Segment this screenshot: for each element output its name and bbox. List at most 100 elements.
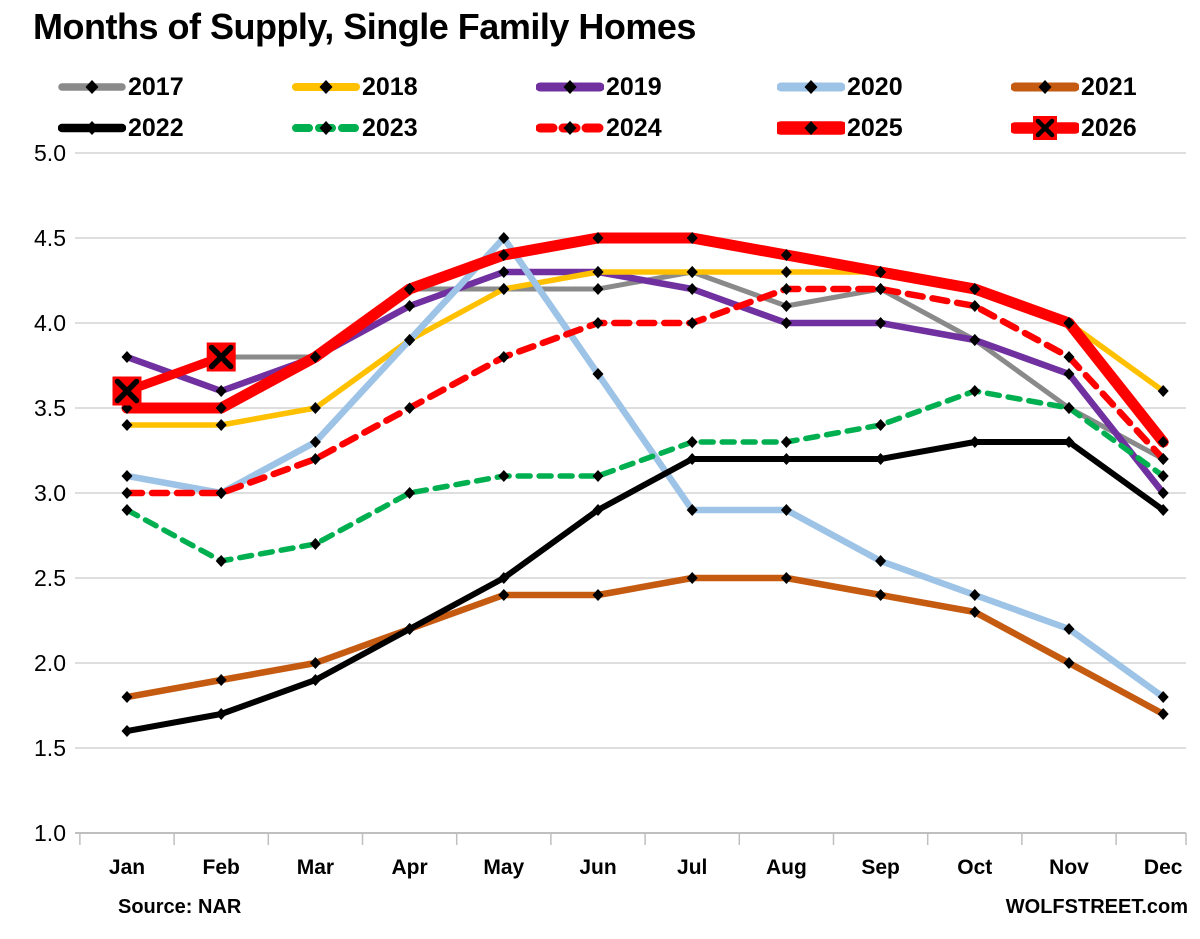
marker-diamond-2025 [780,249,792,261]
legend-item-2023: 2023 [292,113,418,143]
marker-diamond-2023 [1063,402,1075,414]
marker-diamond-2021 [780,572,792,584]
marker-diamond-2021 [592,589,604,601]
x-glyph [114,378,140,404]
x-tick-label-Nov: Nov [1049,856,1089,879]
marker-diamond-2019 [404,300,416,312]
legend-label: 2020 [847,72,903,101]
marker-diamond-2019 [780,317,792,329]
marker-diamond-2019 [1157,487,1169,499]
marker-diamond-2018 [309,402,321,414]
y-tick-label: 4.5 [34,225,66,251]
marker-diamond-2025 [686,232,698,244]
marker-diamond-2018 [215,419,227,431]
legend-marker-diamond [1038,80,1052,94]
marker-diamond-2023 [309,538,321,550]
marker-diamond-2019 [875,317,887,329]
marker-diamond-2022 [875,453,887,465]
marker-diamond-2021 [686,572,698,584]
marker-diamond-2020 [121,470,133,482]
legend-label: 2022 [128,113,184,142]
legend-item-2021: 2021 [1011,72,1137,102]
marker-diamond-2022 [404,623,416,635]
marker-diamond-2025 [404,283,416,295]
marker-diamond-2018 [498,283,510,295]
source-note: Source: NAR [118,896,242,918]
legend-sample-2018 [292,80,360,94]
marker-diamond-2023 [215,555,227,567]
marker-diamond-2021 [309,657,321,669]
legend-label: 2026 [1081,113,1137,142]
marker-diamond-2025 [1157,436,1169,448]
marker-diamond-2021 [875,589,887,601]
y-tick-label: 1.5 [34,735,66,761]
marker-diamond-2021 [498,589,510,601]
marker-diamond-2020 [686,504,698,516]
marker-diamond-2022 [592,504,604,516]
x-tick-label-Feb: Feb [202,856,240,879]
x-tick-label-Jun: Jun [579,856,617,879]
x-tick-label-May: May [483,856,525,879]
legend-item-2018: 2018 [292,72,418,102]
marker-diamond-2022 [1157,504,1169,516]
marker-diamond-2019 [1063,368,1075,380]
marker-diamond-2021 [1063,657,1075,669]
series-line-2025 [121,232,1169,448]
legend-marker-diamond [804,80,818,94]
marker-diamond-2022 [121,725,133,737]
chart-title: Months of Supply, Single Family Homes [33,6,696,47]
y-tick-label: 3.0 [34,480,66,506]
marker-diamond-2024 [309,453,321,465]
x-glyph [208,344,234,370]
marker-diamond-2018 [1157,385,1169,397]
legend-label: 2024 [606,113,662,142]
marker-diamond-2020 [1063,623,1075,635]
legend-sample-2026 [1011,116,1079,140]
legend-marker-diamond [85,80,99,94]
marker-diamond-2020 [1157,691,1169,703]
marker-diamond-2024 [1157,453,1169,465]
x-tick-label-Jan: Jan [108,856,146,879]
legend-sample-2024 [536,121,604,135]
marker-diamond-2022 [1063,436,1075,448]
marker-diamond-2022 [498,572,510,584]
marker-diamond-2025 [592,232,604,244]
legend-label: 2023 [362,113,418,142]
marker-diamond-2022 [309,674,321,686]
legend-marker-diamond [804,121,818,135]
series-line-2021 [123,574,1167,718]
marker-diamond-2017 [592,283,604,295]
legend-label: 2017 [128,72,184,101]
marker-diamond-2023 [875,419,887,431]
marker-diamond-2018 [780,266,792,278]
legend-label: 2021 [1081,72,1137,101]
marker-diamond-2018 [686,266,698,278]
x-tick-label-Aug: Aug [765,856,807,879]
marker-diamond-2025 [875,266,887,278]
marker-diamond-2023 [592,470,604,482]
y-tick-label: 2.5 [34,565,66,591]
marker-diamond-2021 [969,606,981,618]
marker-diamond-2023 [498,470,510,482]
marker-diamond-2020 [309,436,321,448]
marker-diamond-2023 [969,385,981,397]
marker-diamond-2024 [592,317,604,329]
legend-item-2024: 2024 [536,113,662,143]
legend-marker-diamond [319,121,333,135]
marker-diamond-2020 [404,334,416,346]
marker-diamond-2023 [780,436,792,448]
marker-diamond-2019 [969,334,981,346]
marker-diamond-2022 [215,708,227,720]
marker-diamond-2017 [780,300,792,312]
marker-diamond-2020 [875,555,887,567]
legend-marker-diamond [319,80,333,94]
legend-sample-2023 [292,121,360,135]
marker-diamond-2020 [498,232,510,244]
marker-diamond-2023 [121,504,133,516]
legend: 2017 2018 2019 2020 2021 2022 2023 2024 2025 2026 [0,0,1200,150]
legend-item-2017: 2017 [58,72,184,102]
marker-diamond-2025 [309,351,321,363]
marker-diamond-2024 [969,300,981,312]
marker-diamond-2020 [780,504,792,516]
